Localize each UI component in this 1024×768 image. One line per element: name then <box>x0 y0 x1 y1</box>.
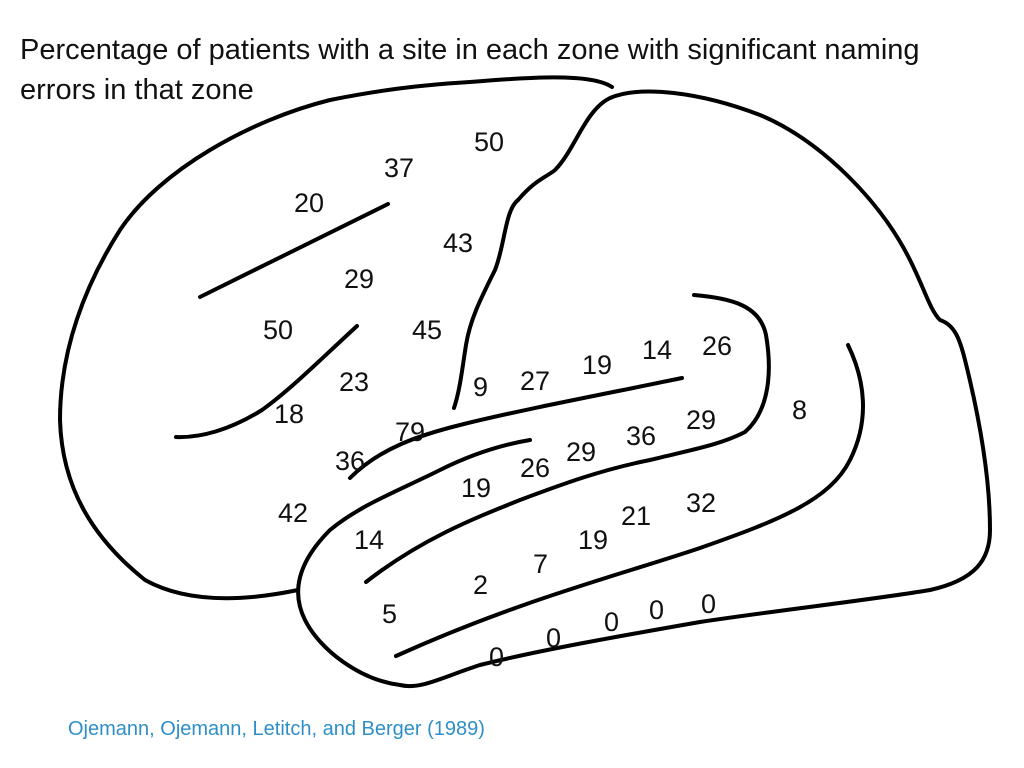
zone-numbers: 50 37 20 43 29 50 45 26 14 19 27 9 23 18… <box>263 127 807 672</box>
zone-value: 29 <box>686 405 716 435</box>
zone-value: 0 <box>546 623 561 653</box>
title-line-1: Percentage of patients with a site in ea… <box>20 34 920 66</box>
brain-outline-right <box>296 89 992 689</box>
zone-value: 5 <box>382 599 397 629</box>
inferior-frontal-sulcus <box>174 324 359 440</box>
zone-value: 8 <box>792 395 807 425</box>
zone-value: 18 <box>274 399 304 429</box>
zone-value: 0 <box>604 607 619 637</box>
zone-value: 19 <box>582 350 612 380</box>
zone-value: 14 <box>354 525 384 555</box>
zone-value: 19 <box>578 525 608 555</box>
zone-value: 50 <box>474 127 504 157</box>
zone-value: 0 <box>489 642 504 672</box>
zone-value: 50 <box>263 315 293 345</box>
zone-value: 14 <box>642 335 672 365</box>
zone-value: 0 <box>649 595 664 625</box>
zone-value: 29 <box>566 437 596 467</box>
zone-value: 45 <box>412 315 442 345</box>
zone-value: 7 <box>533 549 548 579</box>
zone-value: 2 <box>473 570 488 600</box>
zone-value: 37 <box>384 153 414 183</box>
zone-value: 29 <box>344 264 374 294</box>
zone-value: 27 <box>520 366 550 396</box>
zone-value: 26 <box>702 331 732 361</box>
zone-value: 21 <box>621 501 651 531</box>
sylvian-fissure <box>364 293 771 584</box>
inferior-temporal-sulcus <box>394 343 865 658</box>
central-sulcus <box>452 198 520 410</box>
slide-title: Percentage of patients with a site in ea… <box>20 30 1010 110</box>
zone-value: 26 <box>520 453 550 483</box>
superior-temporal-sulcus <box>348 376 684 480</box>
zone-value: 79 <box>395 417 425 447</box>
zone-value: 19 <box>461 473 491 503</box>
zone-value: 36 <box>335 446 365 476</box>
zone-value: 43 <box>443 228 473 258</box>
title-line-2: errors in that zone <box>20 74 254 106</box>
zone-value: 23 <box>339 367 369 397</box>
zone-value: 20 <box>294 188 324 218</box>
zone-value: 32 <box>686 488 716 518</box>
brain-outline <box>58 75 614 601</box>
zone-value: 0 <box>701 589 716 619</box>
zone-value: 9 <box>473 372 488 402</box>
superior-frontal-sulcus <box>198 202 390 299</box>
zone-value: 36 <box>626 421 656 451</box>
citation: Ojemann, Ojemann, Letitch, and Berger (1… <box>68 718 485 740</box>
zone-value: 42 <box>278 498 308 528</box>
